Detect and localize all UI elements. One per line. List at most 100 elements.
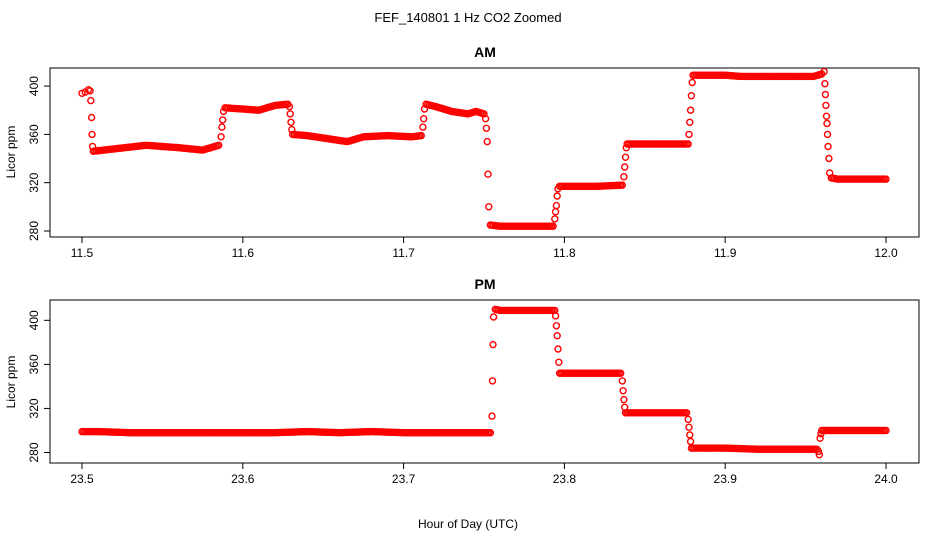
data-point — [620, 395, 628, 404]
x-axis-label: Hour of Day (UTC) — [418, 517, 518, 531]
panel-pm-y-tick-label: 360 — [27, 354, 41, 374]
data-point — [823, 119, 831, 128]
data-point — [87, 113, 96, 122]
data-point — [555, 358, 563, 366]
data-point — [686, 118, 694, 127]
data-point — [684, 140, 692, 148]
data-point — [686, 431, 694, 439]
data-point — [816, 434, 824, 442]
data-point — [483, 137, 491, 146]
data-point — [551, 312, 560, 320]
data-point — [822, 112, 831, 121]
data-point — [882, 426, 890, 435]
data-point — [482, 124, 491, 133]
panel-pm-y-axis: 280 320 360 400 — [27, 310, 51, 463]
data-point — [820, 67, 828, 76]
data-point — [217, 133, 225, 141]
panel-pm-x-tick-label: 23.9 — [714, 472, 738, 486]
panel-pm-ylabel: Licor ppm — [4, 356, 18, 409]
data-point — [214, 141, 223, 150]
data-point — [486, 429, 495, 437]
data-point — [684, 415, 692, 424]
panel-pm-y-tick-label: 400 — [27, 310, 41, 330]
data-point — [686, 437, 695, 446]
data-point — [88, 130, 96, 139]
panel-am-x-tick-label: 11.8 — [553, 246, 576, 260]
data-point — [419, 123, 427, 131]
data-point — [621, 153, 630, 162]
panel-pm-x-tick-label: 23.8 — [553, 472, 577, 486]
panel-am-points — [78, 67, 890, 230]
data-point — [285, 102, 294, 111]
panel-am-x-tick-label: 11.6 — [232, 246, 255, 260]
panel-am-y-axis: 280 320 360 400 — [27, 76, 51, 241]
panel-pm-title: PM — [475, 276, 496, 292]
data-point — [620, 172, 628, 181]
data-point — [619, 387, 627, 395]
panel-am: AM Licor ppm 11.5 11.6 11.7 11.8 11.9 12.0 28… — [4, 44, 920, 260]
data-point — [553, 332, 561, 340]
figure-title: FEF_140801 1 Hz CO2 Zoomed — [374, 10, 561, 25]
data-point — [86, 87, 94, 95]
panel-pm-y-tick-label: 320 — [27, 398, 41, 418]
data-point — [618, 181, 626, 189]
panel-pm-points — [78, 305, 890, 459]
data-point — [481, 114, 490, 123]
panel-am-y-tick-label: 400 — [27, 76, 41, 96]
data-point — [480, 110, 488, 118]
data-point — [549, 222, 557, 230]
data-point — [685, 423, 693, 431]
data-point — [621, 163, 629, 171]
panel-pm-y-tick-label: 280 — [27, 442, 41, 462]
data-point — [489, 340, 497, 349]
data-point — [286, 110, 294, 118]
data-point — [618, 377, 626, 385]
panel-pm-x-tick-label: 24.0 — [874, 472, 898, 486]
data-point — [287, 118, 295, 127]
panel-am-x-tick-label: 12.0 — [874, 246, 898, 260]
data-point — [822, 101, 830, 110]
data-point — [824, 142, 832, 151]
panel-am-x-tick-label: 11.7 — [392, 246, 415, 260]
panel-pm-frame — [49, 299, 920, 464]
data-point — [617, 369, 625, 377]
panel-am-x-axis: 11.5 11.6 11.7 11.8 11.9 12.0 — [71, 236, 898, 260]
data-point — [688, 78, 696, 87]
panel-pm-x-tick-label: 23.6 — [231, 472, 255, 486]
data-point — [551, 207, 560, 216]
data-point — [484, 170, 492, 178]
data-point — [488, 377, 497, 385]
panel-pm: PM Licor ppm 23.5 23.6 23.7 23.8 23.9 24.0 28… — [4, 276, 920, 486]
data-point — [552, 201, 561, 210]
data-point — [825, 154, 833, 163]
data-point — [218, 116, 227, 124]
data-point — [685, 130, 693, 139]
data-point — [687, 91, 696, 100]
panel-am-y-tick-label: 320 — [27, 172, 41, 192]
data-point — [218, 123, 226, 131]
data-point — [551, 215, 559, 223]
panel-am-y-tick-label: 360 — [27, 124, 41, 144]
panel-am-title: AM — [474, 44, 496, 60]
panel-pm-x-tick-label: 23.7 — [392, 472, 416, 486]
panel-am-x-tick-label: 11.9 — [714, 246, 737, 260]
panel-am-ylabel: Licor ppm — [4, 126, 18, 179]
data-point — [882, 175, 890, 183]
data-point — [485, 203, 493, 211]
panel-am-frame — [49, 67, 920, 238]
data-point — [823, 130, 832, 139]
data-point — [814, 447, 823, 456]
panel-am-y-tick-label: 280 — [27, 221, 41, 241]
data-point — [87, 96, 95, 105]
data-point — [554, 345, 562, 353]
data-point — [552, 322, 561, 330]
data-point — [488, 412, 496, 420]
data-point — [420, 114, 428, 123]
data-point — [84, 85, 93, 94]
data-point — [686, 106, 695, 114]
data-point — [821, 90, 830, 99]
panel-am-x-tick-label: 11.5 — [71, 246, 94, 260]
panel-pm-x-axis: 23.5 23.6 23.7 23.8 23.9 24.0 — [70, 462, 898, 486]
data-point — [821, 79, 829, 88]
